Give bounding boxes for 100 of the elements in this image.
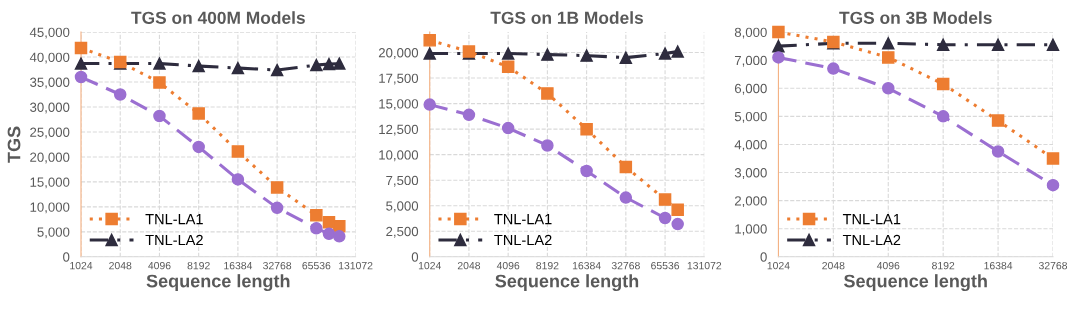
point (936, 110, 950, 123)
point (619, 191, 633, 204)
point (153, 57, 166, 70)
y-tick-label: 4,000 (734, 140, 767, 151)
point (827, 62, 840, 75)
y-tick-label: 15,000 (379, 99, 419, 111)
point (658, 193, 672, 206)
legend-label: TNL-LA1 (494, 214, 552, 225)
x-tick-label: 131072 (338, 261, 373, 270)
x-tick-label: 16384 (572, 261, 601, 270)
y-tick-label: 2,500 (386, 226, 419, 238)
y-tick-label: 1,000 (735, 224, 767, 236)
point (1046, 178, 1060, 192)
x-tick-label: 32768 (1038, 261, 1068, 270)
x-tick-label: 1024 (418, 261, 441, 270)
point (310, 209, 323, 222)
point (310, 222, 323, 235)
point (882, 82, 895, 95)
y-tick-label: 20,000 (30, 152, 70, 164)
point (541, 87, 554, 100)
x-tick-label: 8192 (932, 261, 955, 270)
point (231, 173, 245, 186)
point (541, 48, 554, 61)
y-tick-label: 25,000 (30, 127, 70, 139)
y-tick-label: 15,000 (30, 177, 70, 189)
x-tick-label: 131072 (687, 261, 722, 270)
point (310, 58, 323, 72)
x-tick-label: 2048 (822, 261, 845, 270)
point (270, 201, 284, 215)
x-tick-label: 8192 (187, 261, 210, 270)
point (1046, 152, 1060, 165)
legend-label: TNL-LA1 (842, 214, 901, 225)
y-tick-label: 5,000 (734, 111, 767, 123)
point (231, 145, 245, 158)
point (153, 76, 166, 89)
point (991, 145, 1005, 158)
point (74, 70, 88, 84)
point (936, 38, 950, 51)
point (619, 160, 633, 174)
point (423, 98, 436, 111)
x-tick-label: 32768 (263, 261, 292, 270)
x-tick-label: 65536 (302, 261, 331, 270)
chart-title: TGS on 1B Models (490, 11, 643, 24)
point (658, 47, 672, 60)
y-tick-label: 5,000 (386, 201, 419, 213)
point (153, 109, 166, 123)
y-tick-label: 7,500 (386, 175, 419, 187)
legend-label: TNL-LA1 (145, 214, 203, 225)
chart-title: TGS on 400M Models (131, 11, 305, 24)
y-axis-title: TGS (7, 126, 21, 163)
point (772, 25, 785, 39)
point (192, 107, 205, 120)
x-tick-label: 1024 (70, 261, 93, 270)
y-tick-label: 0 (411, 252, 419, 262)
y-tick-label: 17,500 (379, 73, 419, 85)
point (462, 108, 476, 122)
y-tick-label: 20,000 (378, 48, 419, 59)
y-tick-label: 12,500 (379, 124, 419, 136)
y-tick-label: 5,000 (37, 227, 70, 239)
point (74, 41, 88, 55)
y-tick-label: 2,000 (734, 196, 767, 208)
x-tick-label: 4096 (496, 261, 520, 270)
x-tick-label: 16384 (224, 261, 253, 270)
x-tick-label: 2048 (109, 261, 132, 270)
point (1046, 38, 1060, 51)
legend-label: TNL-LA2 (145, 234, 203, 246)
x-axis-title: Sequence length (844, 274, 987, 292)
point (580, 49, 593, 62)
y-tick-label: 10,000 (379, 150, 419, 162)
point (772, 51, 785, 64)
point (270, 181, 284, 194)
point (991, 38, 1005, 51)
x-tick-label: 1024 (767, 261, 790, 270)
y-tick-label: 8,000 (734, 27, 767, 39)
point (580, 122, 593, 136)
x-tick-label: 8192 (536, 261, 559, 270)
point (501, 60, 515, 74)
point (991, 114, 1005, 127)
point (231, 61, 245, 75)
x-tick-label: 65536 (651, 261, 680, 270)
point (501, 121, 515, 135)
point (619, 51, 633, 64)
point (270, 63, 284, 77)
point (658, 211, 672, 225)
y-tick-label: 7,000 (734, 55, 767, 67)
x-tick-label: 4096 (148, 261, 171, 270)
point (423, 34, 436, 47)
y-tick-label: 10,000 (30, 202, 70, 214)
y-tick-label: 0 (63, 252, 70, 262)
y-tick-label: 45,000 (29, 27, 70, 39)
point (882, 37, 895, 50)
chart-title: TGS on 3B Models (839, 11, 992, 24)
y-tick-label: 3,000 (734, 168, 767, 180)
y-tick-label: 35,000 (30, 77, 70, 89)
x-tick-label: 32768 (611, 261, 640, 270)
y-tick-label: 6,000 (734, 83, 767, 95)
x-tick-label: 4096 (876, 261, 900, 270)
point (541, 139, 554, 152)
point (772, 39, 785, 53)
point (74, 57, 88, 70)
